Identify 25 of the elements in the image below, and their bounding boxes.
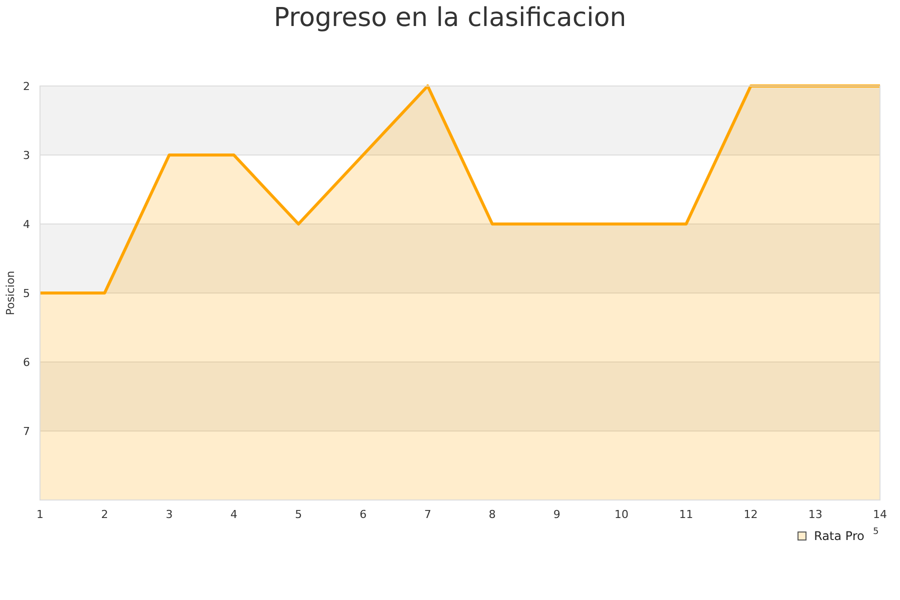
y-tick-label: 7 — [23, 425, 30, 438]
x-tick-label: 13 — [808, 508, 822, 521]
y-tick-label: 3 — [23, 149, 30, 162]
x-tick-label: 6 — [360, 508, 367, 521]
text: 5 — [873, 527, 879, 537]
x-tick-label: 4 — [230, 508, 238, 521]
legend-label: Rata Pro — [814, 529, 864, 543]
line-series — [38, 84, 882, 294]
x-tick-label: 3 — [166, 508, 173, 521]
y-axis-title: Posicion — [4, 270, 17, 316]
x-tick-label: 12 — [744, 508, 758, 521]
x-tick-label: 5 — [294, 508, 302, 521]
x-tick-label: 9 — [553, 508, 560, 521]
y-tick-label: 6 — [23, 356, 30, 369]
y-tick-label: 2 — [23, 80, 30, 93]
x-tick-label: 2 — [101, 508, 108, 521]
x-tick-label: 8 — [488, 508, 496, 521]
chart-title: Progreso en la clasificacion — [274, 3, 626, 33]
x-tick-label: 10 — [614, 508, 629, 521]
x-tick-label: 7 — [424, 508, 432, 521]
y-tick-label: 4 — [23, 218, 30, 231]
x-tick-label: 1 — [36, 508, 44, 521]
y-tick-label: 5 — [23, 287, 30, 300]
x-tick-label: 11 — [679, 508, 694, 521]
x-tick-label: 14 — [873, 508, 887, 521]
